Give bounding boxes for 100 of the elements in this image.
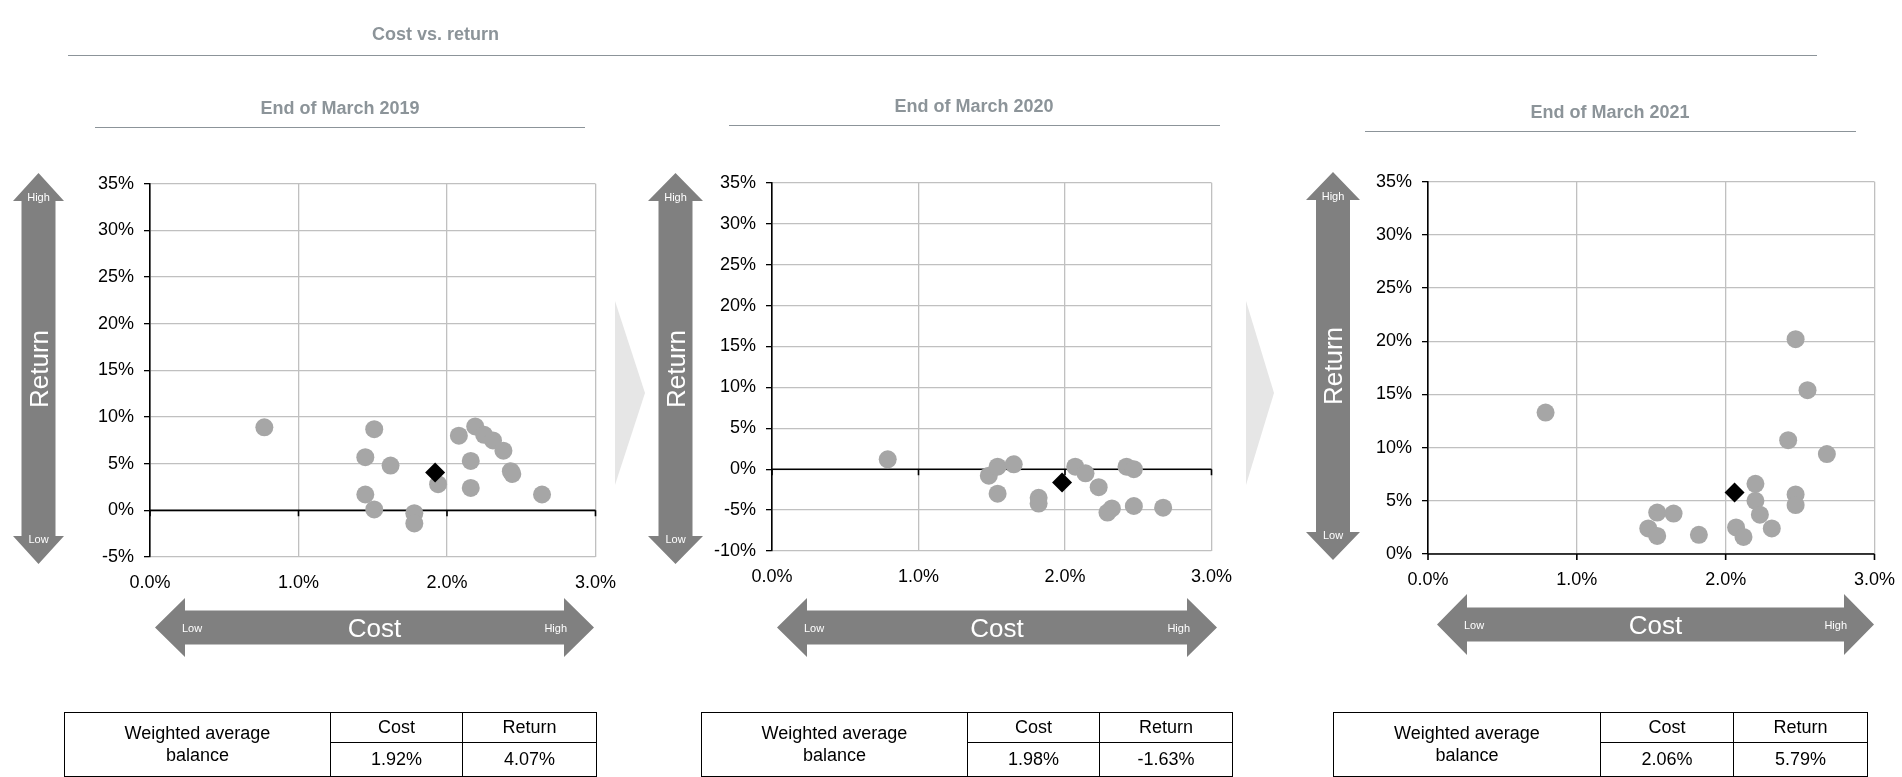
point (1750, 505, 1769, 524)
text: High (1824, 618, 1847, 630)
text: Return (1773, 716, 1828, 737)
y-tick-label: 35% (719, 171, 756, 192)
text: Low (665, 533, 686, 545)
x-axis-title: Cost (970, 612, 1024, 643)
y-tick-label: 15% (1375, 383, 1412, 404)
chart-subtitle: End of March 2019 (260, 97, 420, 119)
point (1076, 464, 1095, 483)
point (356, 485, 375, 504)
text: Low (804, 621, 825, 633)
x-tick-label: 1.0% (277, 571, 320, 592)
x-axis-title: Cost (347, 612, 402, 643)
y-tick-label: 10% (97, 406, 134, 427)
point (461, 479, 480, 498)
text: Weighted average balance (1333, 712, 1601, 777)
text: Cost (1014, 716, 1052, 737)
y-tick-label: -5% (723, 499, 756, 520)
point (878, 450, 897, 469)
point (1786, 330, 1805, 349)
y-tick-label: -10% (713, 540, 756, 561)
x-tick-label: 2.0% (1044, 565, 1086, 586)
text: Cost (377, 716, 415, 737)
point (1124, 497, 1143, 516)
y-tick-label: 10% (1375, 436, 1412, 457)
y-tick-label: 5% (107, 452, 134, 473)
point (494, 441, 513, 460)
point (1689, 526, 1708, 545)
y-axis-title: Return (1318, 326, 1348, 406)
text: -1.63% (1099, 742, 1233, 777)
y-tick-label: 20% (97, 312, 134, 333)
text: 5.79% (1733, 742, 1868, 777)
text: Cost (1648, 716, 1686, 737)
point (449, 426, 468, 445)
point (356, 448, 375, 467)
point (1004, 455, 1023, 474)
x-tick-label: 0.0% (751, 565, 793, 586)
point (1798, 381, 1817, 400)
point (1817, 445, 1836, 464)
text: Weighted average balance (64, 712, 331, 777)
point (533, 485, 552, 504)
y-tick-label: 10% (719, 376, 756, 397)
y-tick-label: 0% (107, 499, 134, 520)
text: Low (1464, 618, 1485, 630)
text: 1.92% (330, 742, 463, 777)
text: High (544, 621, 567, 633)
y-tick-label: 5% (729, 417, 756, 438)
y-tick-label: 25% (719, 253, 756, 274)
point (255, 418, 274, 437)
y-tick-label: 35% (97, 172, 134, 193)
y-tick-label: 0% (729, 458, 756, 479)
x-tick-label: 3.0% (574, 571, 616, 592)
y-axis-title: Return (23, 329, 54, 408)
y-tick-label: 0% (1385, 543, 1412, 564)
point (1734, 528, 1753, 547)
x-axis-title: Cost (1628, 609, 1683, 640)
x-tick-label: 2.0% (426, 571, 468, 592)
point (381, 456, 400, 475)
point (1648, 527, 1667, 546)
x-tick-label: 3.0% (1190, 565, 1232, 586)
point (988, 484, 1007, 503)
point (461, 452, 480, 471)
y-tick-label: 25% (1375, 277, 1412, 298)
x-tick-label: 0.0% (1407, 568, 1449, 589)
y-tick-label: 35% (1375, 170, 1412, 191)
y-tick-label: 5% (1385, 489, 1412, 510)
point (365, 500, 384, 519)
y-tick-label: 30% (97, 219, 134, 240)
y-tick-label: 15% (97, 359, 134, 380)
text: High (27, 191, 50, 203)
point (1746, 475, 1765, 493)
point (988, 457, 1007, 476)
text: Low (28, 533, 49, 545)
point (365, 420, 384, 439)
point (1648, 503, 1667, 522)
chart-title: Cost vs. return (372, 23, 500, 45)
y-tick-label: -5% (101, 546, 134, 567)
point (1098, 503, 1117, 522)
text: Low (182, 621, 203, 633)
text: 4.07% (462, 742, 597, 777)
point (1536, 403, 1555, 422)
point (1724, 482, 1745, 503)
chart-subtitle: End of March 2021 (1530, 101, 1690, 123)
text: 1.98% (967, 742, 1100, 777)
text: High (1167, 621, 1190, 633)
point (1762, 519, 1781, 538)
point (1664, 504, 1683, 523)
y-tick-label: 25% (97, 266, 134, 287)
y-tick-label: 15% (719, 335, 756, 356)
point (1779, 431, 1798, 450)
y-tick-label: 30% (719, 212, 756, 233)
y-tick-label: 20% (719, 294, 756, 315)
point (425, 462, 446, 483)
x-tick-label: 1.0% (897, 565, 940, 586)
text: Weighted average balance (701, 712, 968, 777)
x-tick-label: 0.0% (129, 571, 171, 592)
x-tick-label: 2.0% (1705, 568, 1747, 589)
x-tick-label: 1.0% (1556, 568, 1598, 589)
x-tick-label: 3.0% (1853, 568, 1895, 589)
text: High (1321, 190, 1345, 202)
